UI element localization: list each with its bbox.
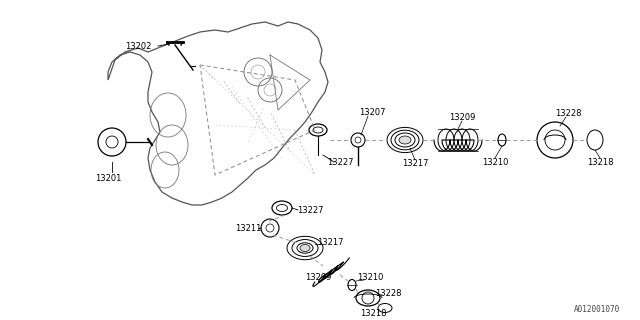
- Text: 13210: 13210: [482, 157, 508, 166]
- Text: 13228: 13228: [555, 108, 581, 117]
- Text: 13207: 13207: [359, 108, 385, 116]
- Text: 13228: 13228: [375, 289, 401, 298]
- Text: A012001070: A012001070: [573, 305, 620, 314]
- Ellipse shape: [300, 244, 310, 252]
- Text: 13217: 13217: [317, 237, 343, 246]
- Ellipse shape: [399, 136, 411, 144]
- Text: 13227: 13227: [327, 157, 353, 166]
- Text: 13201: 13201: [95, 173, 121, 182]
- Text: 13218: 13218: [360, 309, 387, 318]
- Text: 13227: 13227: [297, 205, 323, 214]
- Text: 13210: 13210: [357, 274, 383, 283]
- Text: 13209: 13209: [305, 274, 331, 283]
- Text: 13217: 13217: [402, 158, 428, 167]
- Text: 13202: 13202: [125, 42, 151, 51]
- Text: 13209: 13209: [449, 113, 475, 122]
- Text: 13218: 13218: [587, 157, 613, 166]
- Text: 13211: 13211: [235, 223, 261, 233]
